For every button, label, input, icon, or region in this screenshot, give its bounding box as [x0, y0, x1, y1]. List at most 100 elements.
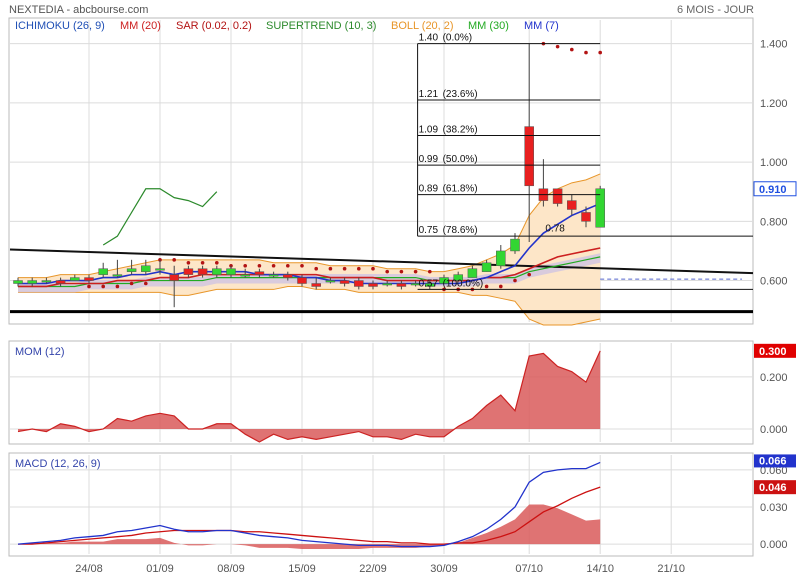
candle-up: [112, 274, 123, 277]
candlesticks: [13, 43, 605, 308]
sar-dot: [584, 50, 588, 55]
candle-down: [169, 274, 179, 281]
sar-dot: [87, 284, 91, 289]
sar-dot: [286, 263, 290, 268]
x-tick-label: 07/10: [515, 563, 543, 575]
fibonacci-level-value: 1.21: [419, 89, 439, 100]
sar-dot: [314, 266, 319, 271]
macd-histogram-area: [18, 504, 601, 550]
candle-up: [41, 280, 52, 283]
bollinger-lower-line: [18, 285, 601, 326]
ichimoku-cloud-fill: [18, 253, 601, 293]
candle-down: [55, 280, 66, 284]
signal-line: [18, 486, 601, 545]
sar-dot: [413, 269, 418, 274]
macd-line: [17, 461, 601, 548]
last-price-badge: [753, 181, 797, 197]
candle-up: [212, 268, 222, 275]
legend-item: SAR (0.02, 0.2): [176, 20, 252, 32]
sar-dot: [484, 284, 489, 289]
x-tick-label: 21/10: [657, 563, 685, 575]
legend-item: BOLL (20, 2): [391, 20, 454, 32]
macd-last-value: 0.066: [759, 455, 787, 467]
candle-down: [84, 277, 94, 281]
candle-up: [425, 283, 435, 287]
mm20-line: [18, 247, 601, 288]
indicator-lines: [9, 41, 754, 314]
sar-dot: [144, 281, 148, 286]
macd-y-tick-label: 0.000: [760, 539, 788, 551]
fibonacci-level-value: 0.99: [419, 154, 439, 165]
sar-dot: [215, 260, 219, 265]
fibonacci-level-percent: (38.2%): [443, 124, 478, 135]
chart-title: NEXTEDIA - abcbourse.com: [9, 4, 148, 16]
x-tick-label: 01/09: [146, 563, 174, 575]
last-price-value: 0.910: [759, 184, 787, 196]
sar-dot: [186, 260, 191, 265]
fibonacci-level-value: 1.09: [419, 124, 439, 135]
candle-down: [354, 280, 364, 287]
candle-down: [339, 280, 350, 284]
fibonacci-level-percent: (78.6%): [443, 225, 478, 236]
fibonacci-level-percent: (61.8%): [443, 184, 478, 195]
ichimoku-cloud: [18, 253, 742, 293]
legend-item: ICHIMOKU (26, 9): [15, 20, 105, 32]
price-y-tick-label: 0.600: [760, 276, 788, 288]
candle-down: [396, 283, 407, 287]
candle-down: [311, 283, 321, 287]
candle-up: [439, 277, 449, 284]
legend-item: SUPERTREND (10, 3): [266, 20, 376, 32]
price-y-tick-label: 1.200: [760, 98, 788, 110]
price-y-tick-label: 1.000: [760, 157, 788, 169]
candle-down: [567, 200, 577, 210]
candle-down: [524, 126, 534, 187]
mm7-line: [18, 202, 601, 285]
momentum-line: [17, 350, 601, 443]
candle-up: [453, 274, 463, 281]
price-annotation: 0.78: [545, 223, 565, 234]
x-tick-label: 22/09: [359, 563, 387, 575]
sar-dot: [570, 47, 574, 52]
x-tick-label: 24/08: [75, 563, 103, 575]
sar-dot: [357, 266, 361, 271]
sar-dot: [385, 269, 390, 274]
sar-dot: [328, 266, 333, 271]
candle-up: [595, 188, 605, 228]
sar-dot: [115, 284, 120, 289]
momentum-label: MOM (12): [15, 346, 65, 358]
candle-up: [155, 268, 165, 271]
candle-down: [552, 188, 563, 204]
candle-down: [254, 271, 265, 275]
fibonacci-level-value: 1.40: [419, 33, 439, 44]
candle-up: [240, 274, 250, 277]
legend-item: MM (30): [468, 20, 509, 32]
legend-item: MM (7): [524, 20, 559, 32]
sar-dot: [527, 272, 531, 277]
fibonacci-level-value: 0.89: [419, 184, 439, 195]
candle-down: [368, 283, 378, 287]
price-y-tick-label: 0.800: [760, 216, 788, 228]
sar-dot: [598, 50, 602, 55]
sar-dot: [555, 44, 560, 49]
momentum-last-value: 0.300: [759, 346, 787, 358]
candle-up: [126, 268, 137, 272]
x-tick-label: 30/09: [430, 563, 458, 575]
candle-down: [197, 268, 208, 275]
supertrend-line: [102, 188, 218, 246]
candle-up: [27, 280, 37, 284]
candle-up: [382, 283, 392, 286]
sar-dot: [513, 278, 517, 283]
momentum-y-tick-label: 0.200: [760, 372, 788, 384]
candle-up: [496, 250, 506, 266]
macd-y-tick-label: 0.030: [760, 502, 788, 514]
price-y-tick-label: 1.400: [760, 39, 788, 51]
candle-up: [141, 265, 151, 272]
sar-dot: [428, 269, 432, 274]
sar-dot: [300, 263, 304, 268]
fibonacci-level-percent: (0.0%): [443, 33, 472, 44]
sar-dot: [172, 258, 176, 262]
fibonacci-level-value: 0.57: [419, 278, 439, 289]
x-tick-label: 14/10: [586, 563, 614, 575]
